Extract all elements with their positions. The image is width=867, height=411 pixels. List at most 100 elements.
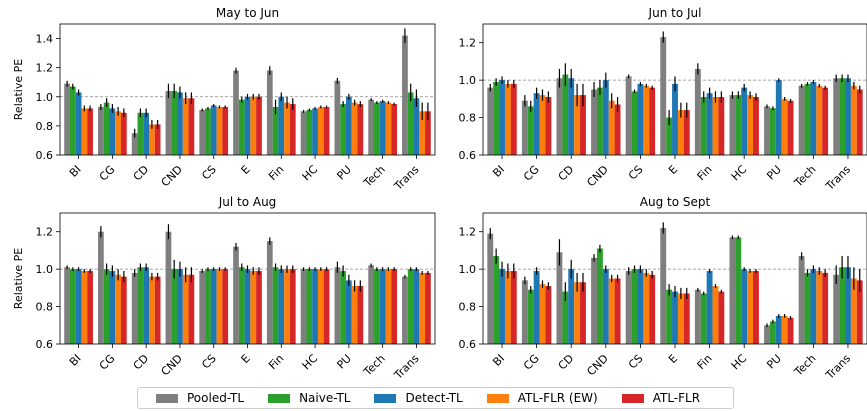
bar	[222, 269, 229, 344]
bar	[556, 252, 563, 344]
bar	[499, 269, 505, 344]
bar	[177, 269, 183, 344]
bar	[521, 280, 528, 344]
bar	[804, 83, 811, 155]
bar	[649, 87, 656, 155]
bar	[556, 78, 563, 155]
bar	[238, 267, 245, 344]
x-tick-label: CD	[556, 352, 577, 373]
bar	[244, 269, 251, 344]
bar	[98, 106, 104, 155]
y-tick-label: 0.8	[36, 120, 54, 133]
panel-title: Jul to Aug	[218, 195, 277, 209]
bar	[351, 285, 358, 344]
legend-swatch	[486, 393, 509, 403]
bar	[608, 278, 615, 344]
x-tick-label: CG	[97, 163, 118, 184]
bar	[850, 278, 857, 344]
x-tick-label: PU	[334, 352, 354, 372]
bar	[182, 274, 189, 344]
bar	[539, 95, 546, 155]
bar	[781, 98, 788, 155]
x-tick-label: CS	[199, 163, 219, 183]
bar	[591, 89, 597, 155]
bar	[672, 291, 678, 344]
bar	[643, 85, 650, 155]
bar	[753, 271, 759, 344]
bar	[545, 285, 552, 344]
y-tick-label: 1.0	[36, 263, 54, 276]
panel-title: Aug to Sept	[640, 195, 711, 209]
bar	[374, 102, 380, 155]
bar	[816, 271, 823, 344]
plot-frame	[482, 23, 867, 156]
bar	[75, 92, 82, 155]
bar	[660, 37, 667, 155]
bar	[137, 112, 144, 155]
bar	[591, 257, 597, 344]
x-tick-label: Fin	[266, 352, 286, 372]
bar	[672, 83, 678, 155]
x-tick-label: CD	[131, 352, 152, 373]
bar	[493, 82, 500, 155]
bar	[345, 280, 352, 344]
bar	[374, 269, 380, 344]
bar	[87, 271, 93, 344]
bar	[718, 291, 725, 344]
bar	[677, 293, 684, 344]
bar	[425, 272, 431, 344]
bar	[407, 92, 414, 155]
bar	[706, 271, 713, 344]
bar	[391, 269, 397, 344]
bar	[244, 96, 251, 155]
bar	[787, 317, 794, 344]
bar	[300, 111, 307, 155]
bar	[753, 96, 759, 155]
bar	[205, 108, 211, 155]
x-tick-label: BI	[490, 163, 507, 180]
bar	[666, 117, 673, 155]
bar	[256, 96, 262, 155]
y-axis-label: Relative PE	[12, 59, 25, 120]
bar	[816, 85, 823, 155]
y-tick-label: 0.8	[459, 301, 477, 314]
panel-title: Jun to Jul	[648, 6, 702, 20]
y-tick-label: 0.6	[36, 338, 54, 351]
bar	[379, 269, 386, 344]
bar	[312, 269, 318, 344]
bar	[798, 85, 805, 155]
bar	[103, 269, 110, 344]
bar	[385, 269, 392, 344]
x-tick-label: CND	[159, 163, 185, 189]
bar	[64, 267, 70, 344]
bar	[87, 108, 93, 155]
bar	[643, 272, 650, 344]
bar	[845, 267, 851, 344]
bar	[666, 289, 673, 344]
legend-swatch	[374, 393, 397, 403]
bar	[323, 106, 330, 155]
x-tick-label: CND	[584, 352, 610, 378]
bar	[165, 231, 172, 344]
bar	[171, 269, 178, 344]
y-tick-label: 1.2	[459, 37, 477, 50]
bar	[741, 269, 748, 344]
bar	[775, 80, 782, 155]
x-tick-label: CD	[131, 163, 152, 184]
bar	[596, 87, 603, 155]
bar	[149, 124, 155, 155]
bar	[845, 78, 851, 155]
bar	[527, 289, 534, 344]
bar	[340, 104, 346, 155]
bar	[182, 98, 189, 155]
x-tick-label: HC	[729, 163, 750, 184]
bar	[165, 90, 172, 155]
legend-label: Pooled-TL	[187, 391, 245, 405]
bar	[278, 96, 285, 155]
bar	[769, 321, 776, 344]
bar	[683, 110, 690, 155]
legend-item-naive-tl: Naive-TL	[268, 391, 350, 405]
bar	[764, 325, 770, 344]
x-tick-label: BI	[67, 352, 84, 369]
x-tick-label: E	[239, 352, 253, 366]
